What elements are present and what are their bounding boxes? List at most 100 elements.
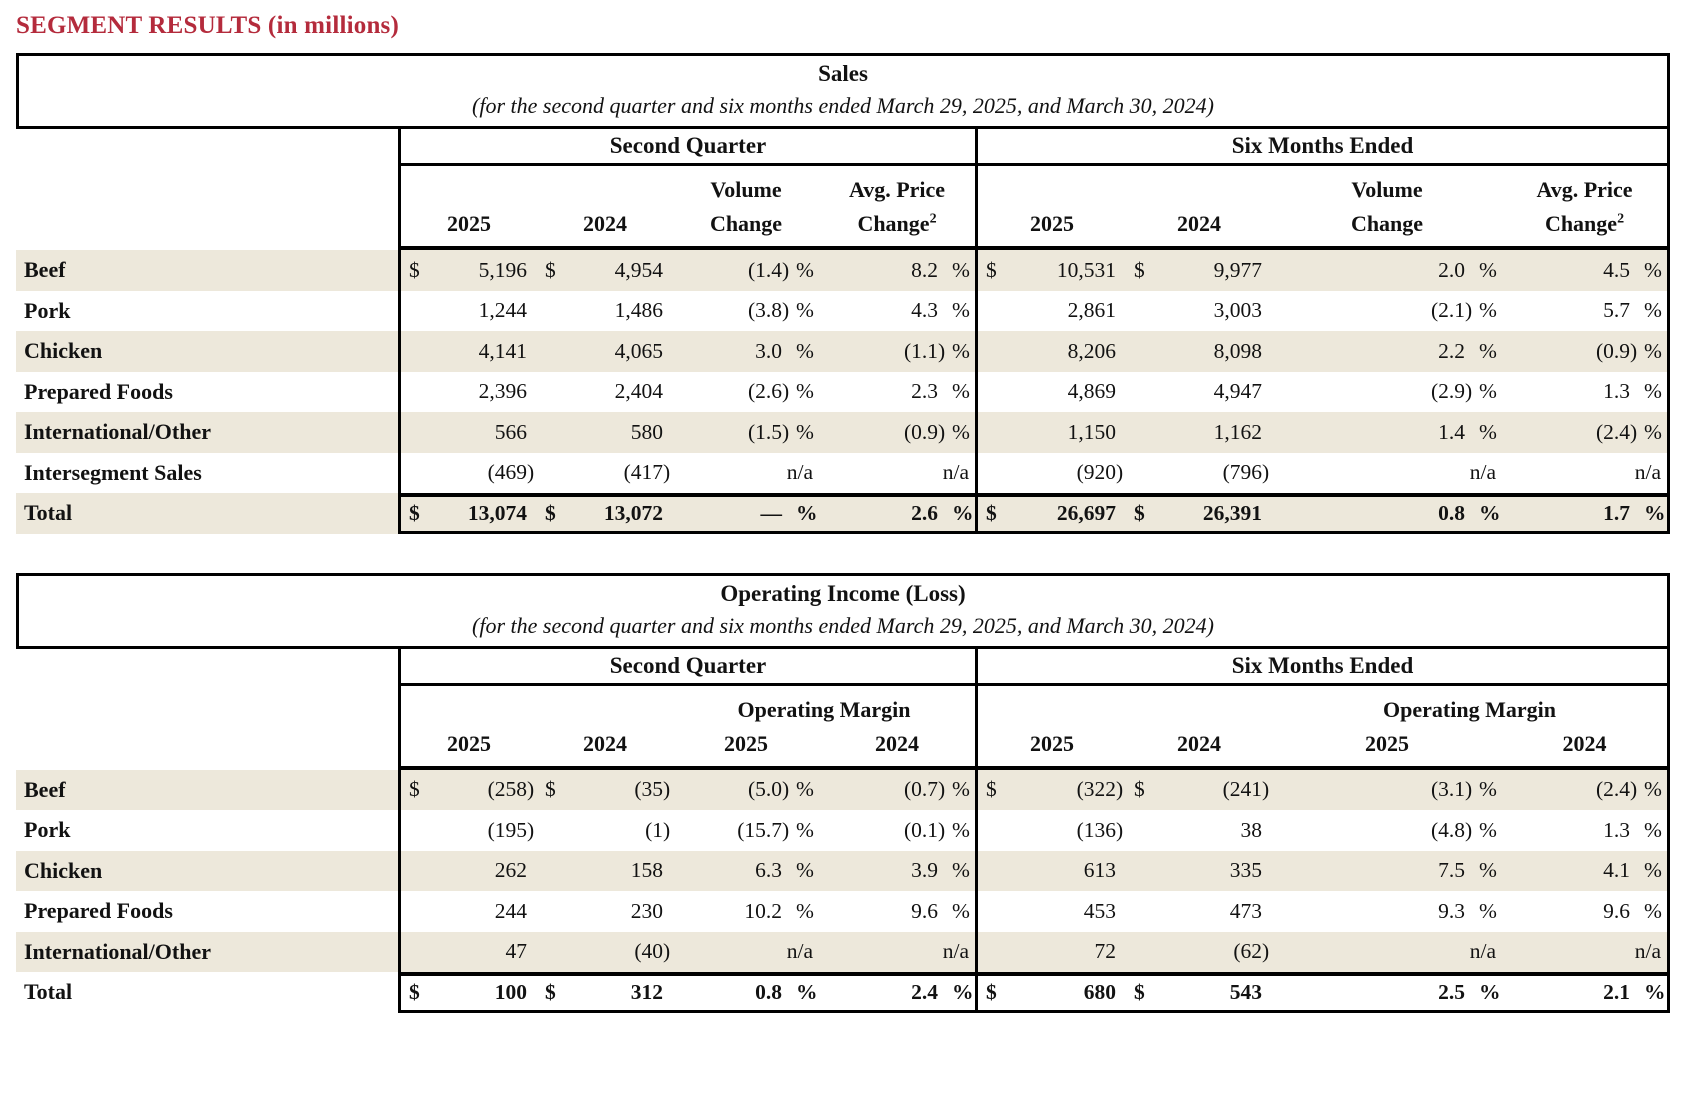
amount-value: (920 xyxy=(1076,460,1116,485)
percent-value: (0.1 xyxy=(903,817,938,842)
percent-sign: % xyxy=(796,338,814,363)
percent-value: 9.3 xyxy=(1438,898,1465,923)
second-quarter-column-headers: 2025 2024 Volume Change Avg. Price Chang… xyxy=(398,166,975,250)
percent-value: (4.8 xyxy=(1430,817,1465,842)
paren-slot: ) xyxy=(663,817,671,842)
six-months-header: Six Months Ended xyxy=(975,129,1670,166)
row-label: Prepared Foods xyxy=(24,898,173,923)
second-quarter-data-section: 47 (40) n/a n/a xyxy=(398,931,975,972)
dollar-sign: $ xyxy=(1134,501,1145,526)
amount-value: 3,003 xyxy=(1213,298,1262,323)
cell-percent: (0.9)% xyxy=(1502,331,1667,372)
total-row: Total $13,074 $13,072—% 2.6% $26,697 $26,391 0… xyxy=(16,493,1670,534)
percent-sign: % xyxy=(796,817,814,842)
amount-value: 262 xyxy=(494,858,527,883)
amount-value: 4,954 xyxy=(614,257,663,282)
cell-amount: (469) xyxy=(401,453,537,494)
percent-sign: % xyxy=(952,501,974,526)
cell-amount: 158 xyxy=(537,851,673,892)
cell-percent: (4.8)% xyxy=(1272,810,1502,851)
percent-value: (1.5 xyxy=(747,419,782,444)
percent-value: 3.0 xyxy=(755,338,782,363)
percent-value: (1.1 xyxy=(903,338,938,363)
percent-value: — xyxy=(760,501,783,526)
cell-amount: $4,954 xyxy=(537,250,673,291)
cell-percent: 4.5% xyxy=(1502,250,1667,291)
second-quarter-data-section: 4,141 4,065 3.0% (1.1)% xyxy=(398,331,975,372)
paren-slot: ) xyxy=(527,817,535,842)
header-spacer xyxy=(16,166,398,250)
percent-value: (0.9 xyxy=(903,419,938,444)
amount-value: 230 xyxy=(630,898,663,923)
second-quarter-data-section: (469) (417) n/a n/a xyxy=(398,452,975,494)
percent-value: 2.1 xyxy=(1603,980,1630,1005)
header-spacer xyxy=(16,129,398,166)
year-header: 2025 xyxy=(724,730,768,756)
amount-value: 566 xyxy=(494,419,527,444)
cell-amount: (195) xyxy=(401,810,537,851)
cell-percent: 6.3% xyxy=(673,851,819,892)
percent-sign: % xyxy=(1644,501,1666,526)
percent-sign: % xyxy=(1644,777,1662,802)
footnote-marker: 2 xyxy=(929,211,937,227)
six-months-data-section: 72 (62) n/a n/a xyxy=(975,931,1670,972)
percent-sign: % xyxy=(1644,980,1666,1005)
percent-sign: % xyxy=(1479,501,1501,526)
dollar-sign: $ xyxy=(545,501,556,526)
cell-amount: 244 xyxy=(401,891,537,932)
dollar-sign: $ xyxy=(986,257,997,282)
paren-slot: ) xyxy=(782,257,790,282)
percent-value: 4.3 xyxy=(911,298,938,323)
cell-percent: 7.5% xyxy=(1272,851,1502,892)
row-label: Total xyxy=(24,500,73,525)
cell-amount: (796) xyxy=(1126,453,1272,494)
paren-slot: ) xyxy=(1465,298,1473,323)
year-header: 2025 xyxy=(447,211,491,236)
amount-value: (241 xyxy=(1222,777,1262,802)
percent-value: 7.5 xyxy=(1438,858,1465,883)
cell-percent: 2.4% xyxy=(819,976,975,1010)
cell-amount: 613 xyxy=(978,851,1126,892)
dollar-sign: $ xyxy=(986,777,997,802)
paren-slot: ) xyxy=(1116,460,1124,485)
six-months-header: Six Months Ended xyxy=(975,648,1670,686)
amount-value: (469 xyxy=(487,460,527,485)
dollar-sign: $ xyxy=(986,501,997,526)
paren-slot: ) xyxy=(782,379,790,404)
total-row: Total $100 $312 0.8% 2.4% $680 $543 2.5% 2.1% xyxy=(16,972,1670,1013)
percent-sign: % xyxy=(796,980,818,1005)
percent-sign: % xyxy=(1479,980,1501,1005)
percent-value: (3.8 xyxy=(747,298,782,323)
cell-percent: (0.1)% xyxy=(819,810,975,851)
table-row: International/Other 47 (40) n/a n/a 72 (62) n/a… xyxy=(16,931,1670,972)
cell-amount: $5,196 xyxy=(401,250,537,291)
percent-sign: % xyxy=(1479,257,1497,282)
cell-amount: 230 xyxy=(537,891,673,932)
cell-percent: 4.3% xyxy=(819,291,975,332)
page-title: SEGMENT RESULTS (in millions) xyxy=(16,12,400,39)
cell-percent: 9.6% xyxy=(1502,891,1667,932)
cell-percent: —% xyxy=(673,497,819,531)
cell-amount: (920) xyxy=(978,453,1126,494)
second-quarter-data-section: $5,196 $4,954 (1.4)% 8.2% xyxy=(398,250,975,291)
percent-value: (15.7 xyxy=(737,817,782,842)
six-months-data-section: 1,150 1,162 1.4% (2.4)% xyxy=(975,412,1670,453)
operating-margin-header: Operating Margin xyxy=(1383,696,1556,722)
volume-change-header: Volume Change xyxy=(709,177,783,236)
cell-percent: (15.7)% xyxy=(673,810,819,851)
dollar-sign: $ xyxy=(1134,980,1145,1005)
column-header-row: Operating Margin 2025 2024 2025 2024 Ope… xyxy=(16,685,1670,770)
amount-value: 473 xyxy=(1229,898,1262,923)
amount-value: (35 xyxy=(634,777,663,802)
cell-percent: 2.3% xyxy=(819,372,975,413)
cell-amount: $543 xyxy=(1126,976,1272,1010)
cell-amount: $ (258) xyxy=(401,770,537,811)
cell-amount: $13,074 xyxy=(401,497,537,531)
percent-value: (2.4 xyxy=(1595,419,1630,444)
amount-value: 47 xyxy=(505,939,528,964)
amount-value: 543 xyxy=(1229,980,1262,1005)
six-months-column-headers: Operating Margin 2025 2024 2025 2024 xyxy=(975,685,1670,770)
percent-value: 2.3 xyxy=(911,379,938,404)
cell-amount: (1) xyxy=(537,810,673,851)
year-header: 2025 xyxy=(1030,730,1074,756)
